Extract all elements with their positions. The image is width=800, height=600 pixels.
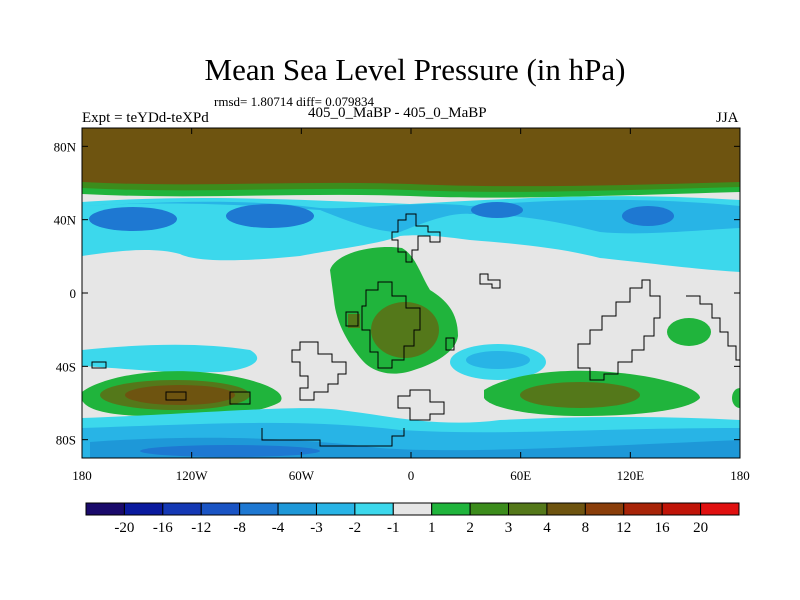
continent-outline-1 xyxy=(391,213,441,263)
continent-outline-8 xyxy=(686,295,740,361)
continent-outline-2 xyxy=(361,281,421,369)
continent-outline-9 xyxy=(91,361,107,369)
x-tick-label: 180 xyxy=(72,468,92,483)
x-tick-label: 120E xyxy=(617,468,645,483)
colorbar-label: -3 xyxy=(310,520,323,536)
equatorial-high-spot xyxy=(348,314,360,328)
east-pacific-high xyxy=(667,318,711,346)
continent-outline-13 xyxy=(261,428,405,447)
colorbar: -20 -16 -12 -8 -4 -3 -2 -1 1 2 3 4 8 12 16 20 xyxy=(85,502,740,536)
colorbar-swatch xyxy=(354,502,394,516)
colorbar-label: 1 xyxy=(428,520,436,536)
rmsd-diff-stats: rmsd= 1.80714 diff= 0.079834 xyxy=(214,94,374,109)
northern-low-band-inner xyxy=(82,199,740,234)
continent-outline-12 xyxy=(397,389,445,421)
colorbar-swatch xyxy=(200,502,241,516)
southern-low-core xyxy=(140,445,320,457)
colorbar-label: -16 xyxy=(153,520,173,536)
colorbar-label: -20 xyxy=(114,520,134,536)
continent-outline-5 xyxy=(291,341,347,401)
colorbar-label: -1 xyxy=(387,520,400,536)
colorbar-swatch xyxy=(584,502,625,516)
colorbar-label: 2 xyxy=(466,520,474,536)
chart-subtitle: 405_0_MaBP - 405_0_MaBP xyxy=(308,105,487,121)
colorbar-swatch xyxy=(392,502,433,516)
colorbar-label: 12 xyxy=(616,520,631,536)
continent-outline-3 xyxy=(345,311,359,327)
colorbar-swatch xyxy=(162,502,202,516)
y-tick-label: 0 xyxy=(70,286,77,301)
colorbar-swatch xyxy=(85,502,125,516)
y-tick-label: 80N xyxy=(54,139,77,154)
colorbar-label: 4 xyxy=(543,520,551,536)
continent-outline-10 xyxy=(165,391,187,401)
equatorial-high-core xyxy=(371,302,439,358)
x-tick-label: 60W xyxy=(289,468,315,483)
colorbar-swatch xyxy=(546,502,586,516)
south-atlantic-low-core xyxy=(466,351,530,369)
season-label: JJA xyxy=(716,110,739,126)
southern-high-east-core xyxy=(520,382,640,408)
colorbar-swatch xyxy=(277,502,317,516)
colorbar-swatch xyxy=(700,502,740,516)
colorbar-swatch xyxy=(661,502,702,516)
colorbar-swatch xyxy=(431,502,471,516)
colorbar-swatch xyxy=(239,502,279,516)
map-axes: 180 120W 60W 0 60E 120E 180 80N 40N 0 40S 80S xyxy=(54,128,750,483)
y-tick-label: 80S xyxy=(56,433,76,448)
south-pacific-low xyxy=(82,344,258,373)
colorbar-label: 16 xyxy=(655,520,671,536)
experiment-label: Expt = teYDd-teXPd xyxy=(82,110,209,126)
y-tick-label: 40N xyxy=(54,213,77,228)
chart-title: Mean Sea Level Pressure (in hPa) xyxy=(204,52,626,87)
continent-outline-4 xyxy=(479,273,501,289)
x-tick-label: 180 xyxy=(730,468,750,483)
continent-outline-6 xyxy=(445,337,455,351)
x-tick-label: 0 xyxy=(408,468,415,483)
colorbar-label: 3 xyxy=(505,520,513,536)
southern-high-west-core xyxy=(125,385,235,405)
eurasia-low xyxy=(471,202,523,218)
colorbar-label: -4 xyxy=(272,520,285,536)
colorbar-label: -8 xyxy=(233,520,246,536)
southern-high-wrap xyxy=(732,388,740,408)
north-atlantic-low xyxy=(226,204,314,228)
colorbar-label: 8 xyxy=(582,520,590,536)
colorbar-swatch xyxy=(123,502,164,516)
colorbar-label: 20 xyxy=(693,520,708,536)
colorbar-label: -2 xyxy=(349,520,362,536)
x-tick-label: 60E xyxy=(510,468,531,483)
continent-outlines xyxy=(91,213,740,447)
east-asia-low xyxy=(622,206,674,226)
x-tick-label: 120W xyxy=(176,468,209,483)
y-tick-label: 40S xyxy=(56,359,76,374)
continent-outline-11 xyxy=(229,391,251,405)
colorbar-swatch xyxy=(508,502,548,516)
colorbar-swatch xyxy=(315,502,356,516)
colorbar-swatch xyxy=(469,502,510,516)
colorbar-swatch xyxy=(623,502,663,516)
continent-outline-7 xyxy=(577,279,661,381)
pressure-field xyxy=(82,128,740,458)
arctic-high-core xyxy=(82,128,740,187)
colorbar-label: -12 xyxy=(191,520,211,536)
north-pacific-low xyxy=(89,207,177,231)
